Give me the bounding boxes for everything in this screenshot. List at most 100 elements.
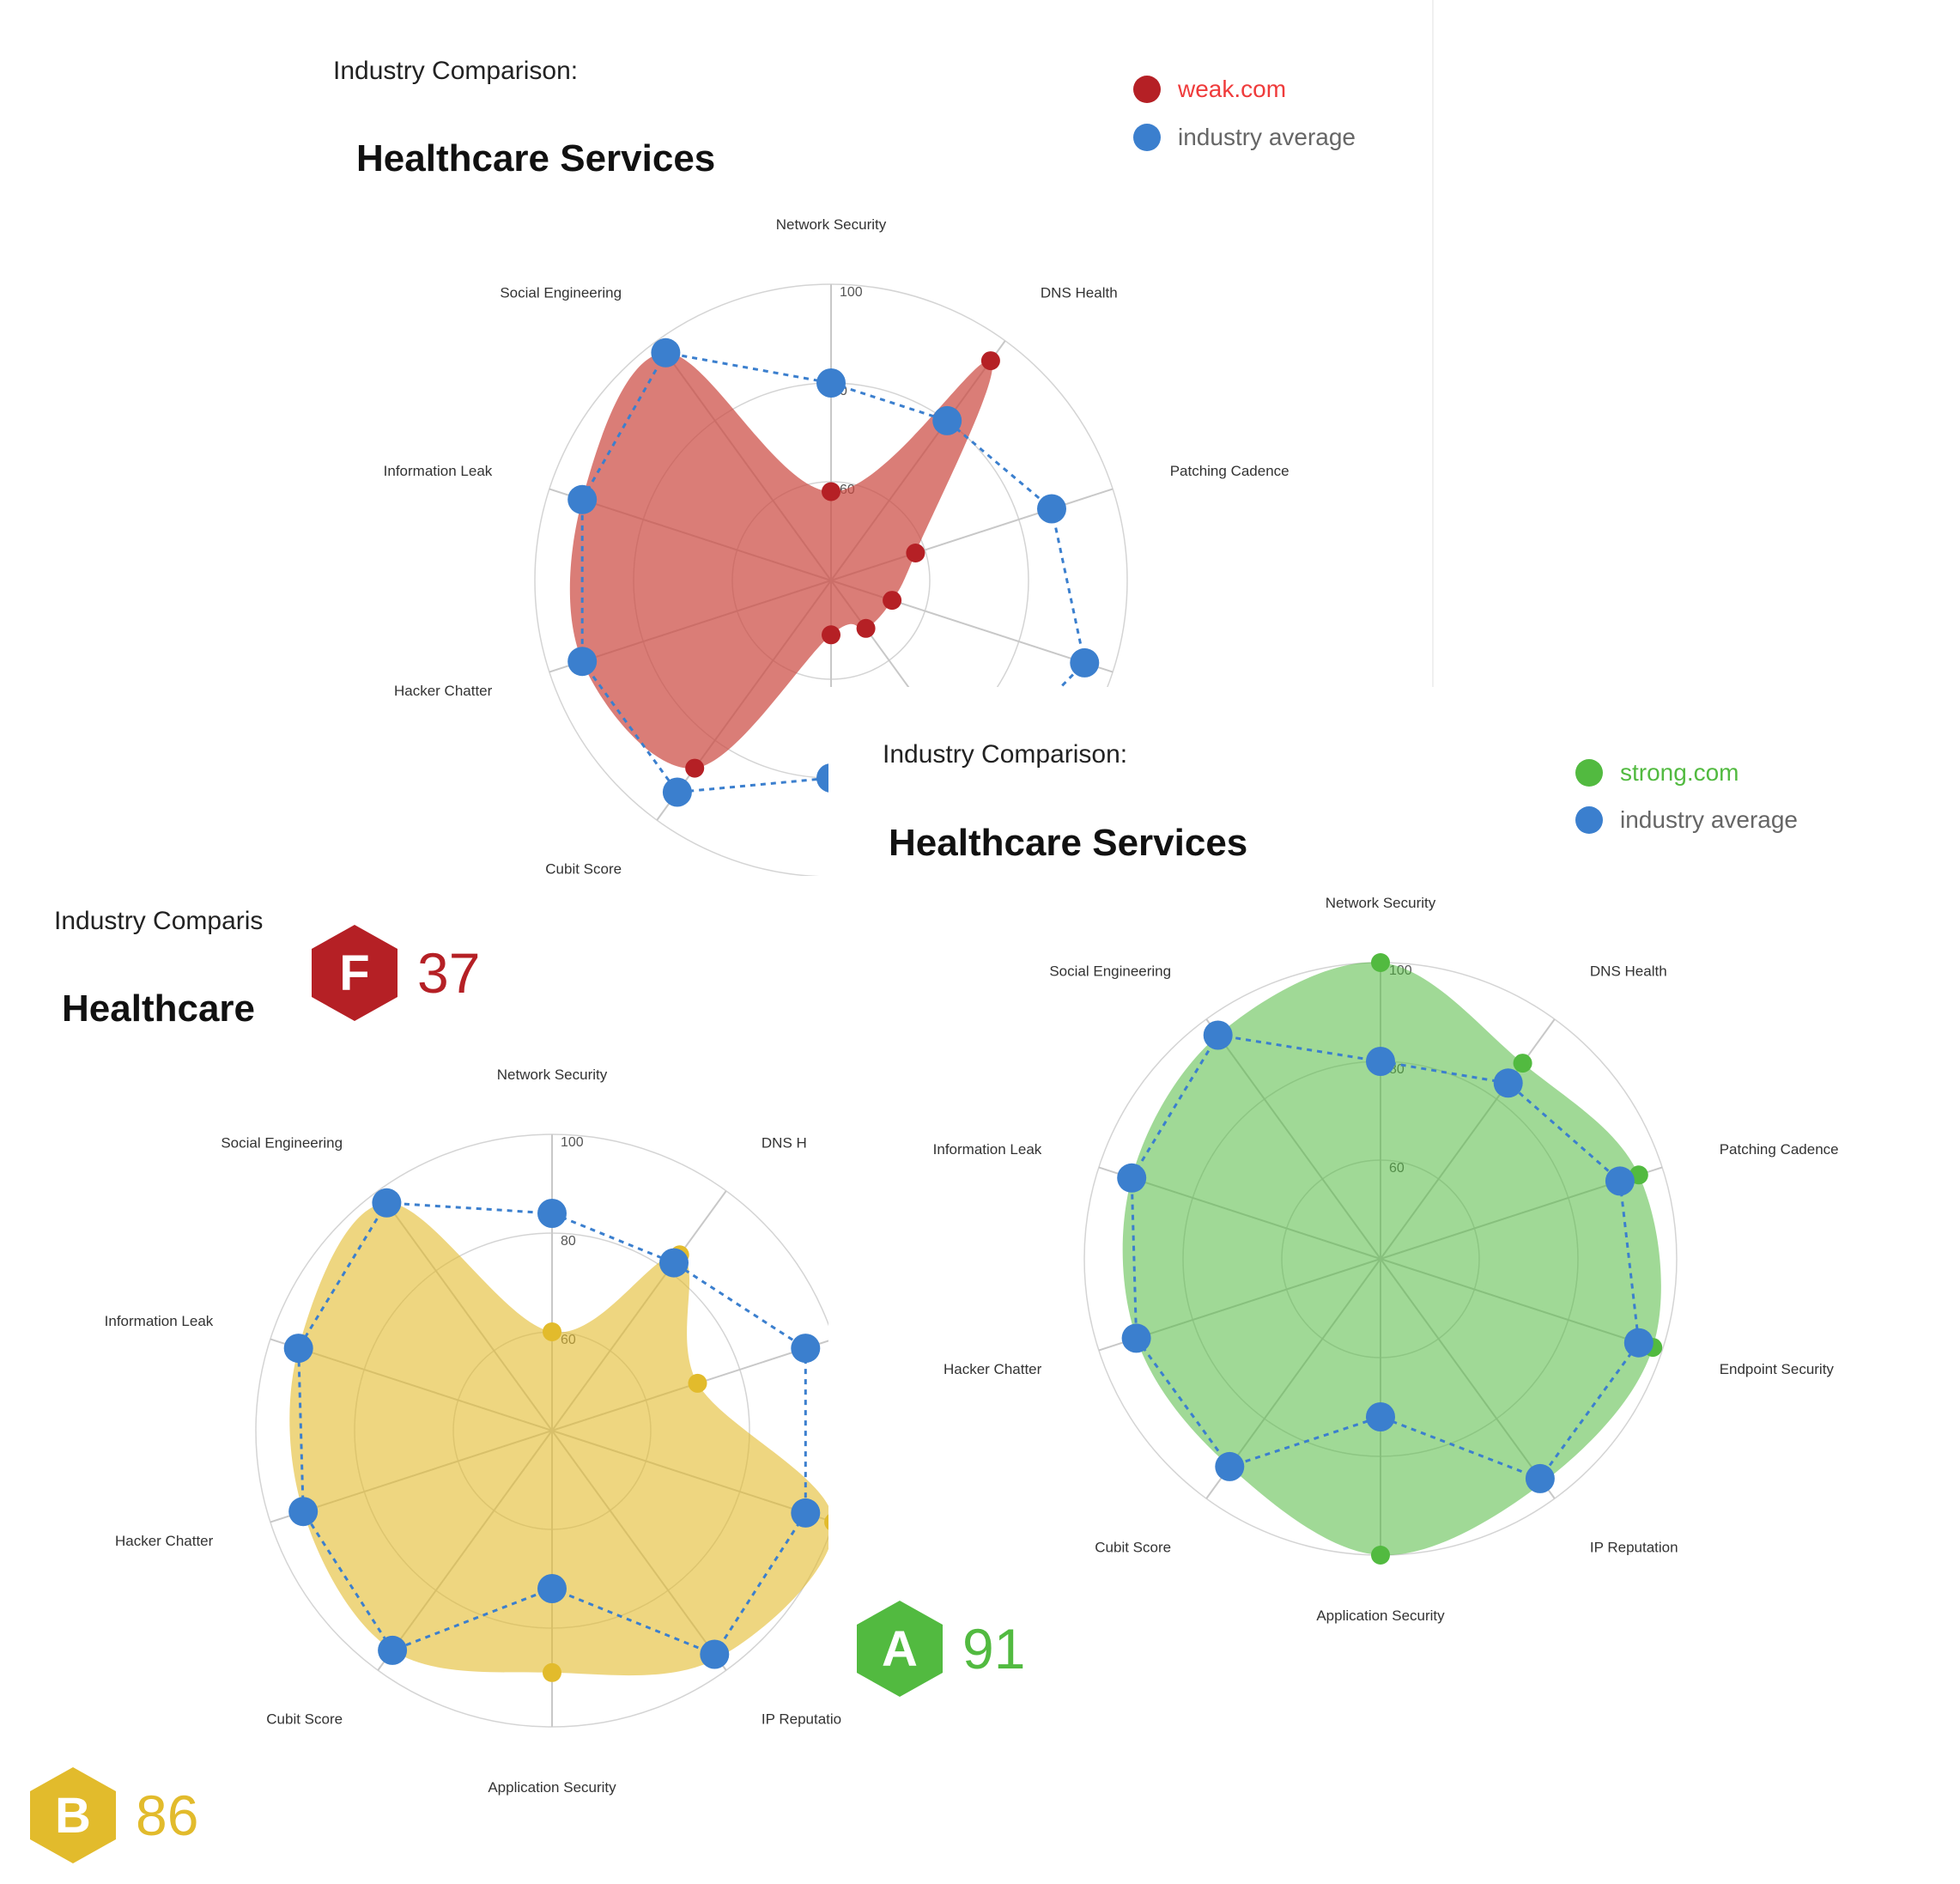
data-point-company	[1371, 1546, 1390, 1565]
data-point-industry	[1366, 1402, 1395, 1431]
data-point-industry	[1366, 1047, 1395, 1076]
axis-label: Application Security	[1316, 1607, 1445, 1624]
legend-label-industry: industry average	[1620, 806, 1799, 833]
grade-badge-strong: A 91	[853, 1599, 1025, 1699]
panel-kicker: Industry Comparison:	[333, 57, 579, 85]
legend-dot-industry	[1575, 806, 1603, 834]
data-point-industry	[283, 1334, 313, 1364]
series-area-company	[569, 352, 992, 769]
grade-letter: F	[339, 945, 370, 1001]
series-area-company	[289, 1202, 834, 1676]
data-point-industry	[567, 484, 598, 514]
axis-label: Information Leak	[384, 463, 493, 479]
axis-label: Information Leak	[105, 1313, 214, 1329]
data-point-company	[980, 351, 1000, 371]
legend-label-industry: industry average	[1178, 124, 1356, 150]
strong-panel: Industry Comparison: Healthcare Services…	[828, 687, 1960, 1624]
data-point-industry	[1203, 1020, 1233, 1050]
legend-dot-strong	[1575, 759, 1603, 787]
hexagon-icon: F	[307, 923, 402, 1023]
data-point-industry	[567, 647, 598, 677]
axis-label: Social Engineering	[500, 284, 622, 301]
axis-label: DNS Health	[1590, 963, 1667, 979]
panel-title: Healthcare	[62, 988, 256, 1030]
series-area-company	[1122, 962, 1661, 1556]
axis-label: Information Leak	[933, 1141, 1042, 1158]
data-point-industry	[1037, 494, 1066, 524]
axis-label: Hacker Chatter	[115, 1533, 214, 1549]
data-point-industry	[651, 337, 681, 368]
grade-score: 86	[136, 1784, 199, 1847]
data-point-industry	[537, 1574, 567, 1603]
hexagon-icon: A	[853, 1599, 947, 1699]
data-point-industry	[932, 405, 962, 435]
data-point-industry	[537, 1199, 567, 1228]
grade-score: 37	[417, 941, 481, 1005]
legend-dot-weak	[1133, 76, 1161, 103]
data-point-industry	[1493, 1068, 1523, 1098]
data-point-industry	[659, 1248, 689, 1278]
legend-item-weak: weak.com	[1133, 76, 1286, 103]
data-point-industry	[816, 368, 846, 398]
tick-label: 100	[840, 285, 863, 300]
axis-label: Endpoint Security	[1720, 1361, 1835, 1377]
panel-kicker: Industry Comparis	[54, 907, 264, 935]
data-point-industry	[791, 1334, 821, 1364]
hexagon-icon: B	[26, 1765, 120, 1865]
grade-badge: B 86	[26, 1765, 198, 1865]
axis-label: Social Engineering	[221, 1134, 343, 1151]
axis-label: Cubit Score	[545, 861, 622, 878]
grade-badge-weak: F 37	[307, 923, 480, 1023]
grade-letter: B	[55, 1787, 91, 1844]
grade-score: 91	[962, 1617, 1026, 1680]
data-point-industry	[288, 1497, 319, 1527]
axis-label: DNS Health	[1041, 284, 1118, 301]
data-point-industry	[378, 1635, 408, 1665]
axis-label: Social Engineering	[1049, 963, 1171, 979]
panel-title: Healthcare Services	[889, 822, 1248, 864]
axis-label: Application Security	[488, 1779, 616, 1796]
data-point-company	[856, 618, 876, 638]
legend-dot-industry	[1133, 124, 1161, 151]
grade-letter: A	[882, 1620, 918, 1677]
axis-label: Hacker Chatter	[944, 1361, 1042, 1377]
legend-item-strong: strong.com	[1575, 759, 1739, 787]
series-line-industry	[1130, 1033, 1641, 1480]
axis-label: IP Reputation	[1590, 1540, 1678, 1556]
moderate-panel: Industry Comparis Healthcare 6080100Netw…	[0, 876, 849, 1884]
data-point-industry	[372, 1188, 402, 1218]
weak-panel: Industry Comparison: Healthcare Services…	[0, 0, 1434, 945]
panel-title: Healthcare Services	[356, 137, 716, 179]
legend-item-industry: industry average	[1575, 806, 1798, 834]
axis-label: Hacker Chatter	[394, 683, 493, 699]
data-point-industry	[791, 1498, 821, 1528]
axis-label: Patching Cadence	[1720, 1141, 1839, 1158]
data-point-company	[543, 1662, 561, 1682]
data-point-industry	[1117, 1163, 1147, 1193]
data-point-company	[543, 1322, 561, 1341]
series-line-industry	[580, 351, 1086, 794]
legend-label-strong: strong.com	[1620, 759, 1739, 786]
axis-label: Patching Cadence	[1170, 463, 1289, 479]
data-point-industry	[1215, 1451, 1245, 1481]
data-point-company	[906, 544, 925, 562]
data-point-industry	[1121, 1323, 1151, 1353]
data-point-industry	[1623, 1328, 1654, 1358]
data-point-industry	[700, 1639, 730, 1669]
data-point-company	[822, 625, 840, 645]
axis-label: Network Security	[776, 216, 887, 233]
data-point-industry	[1605, 1166, 1635, 1196]
axis-label: Cubit Score	[1095, 1540, 1171, 1556]
data-point-company	[822, 482, 840, 501]
data-point-industry	[662, 777, 692, 807]
data-point-company	[688, 1373, 707, 1393]
tick-label: 80	[561, 1234, 576, 1249]
data-point-industry	[1070, 647, 1100, 678]
axis-label: IP Reputatio	[762, 1711, 841, 1728]
panel-kicker: Industry Comparison:	[883, 740, 1128, 769]
axis-label: Cubit Score	[266, 1711, 343, 1728]
tick-label: 0	[840, 384, 847, 398]
